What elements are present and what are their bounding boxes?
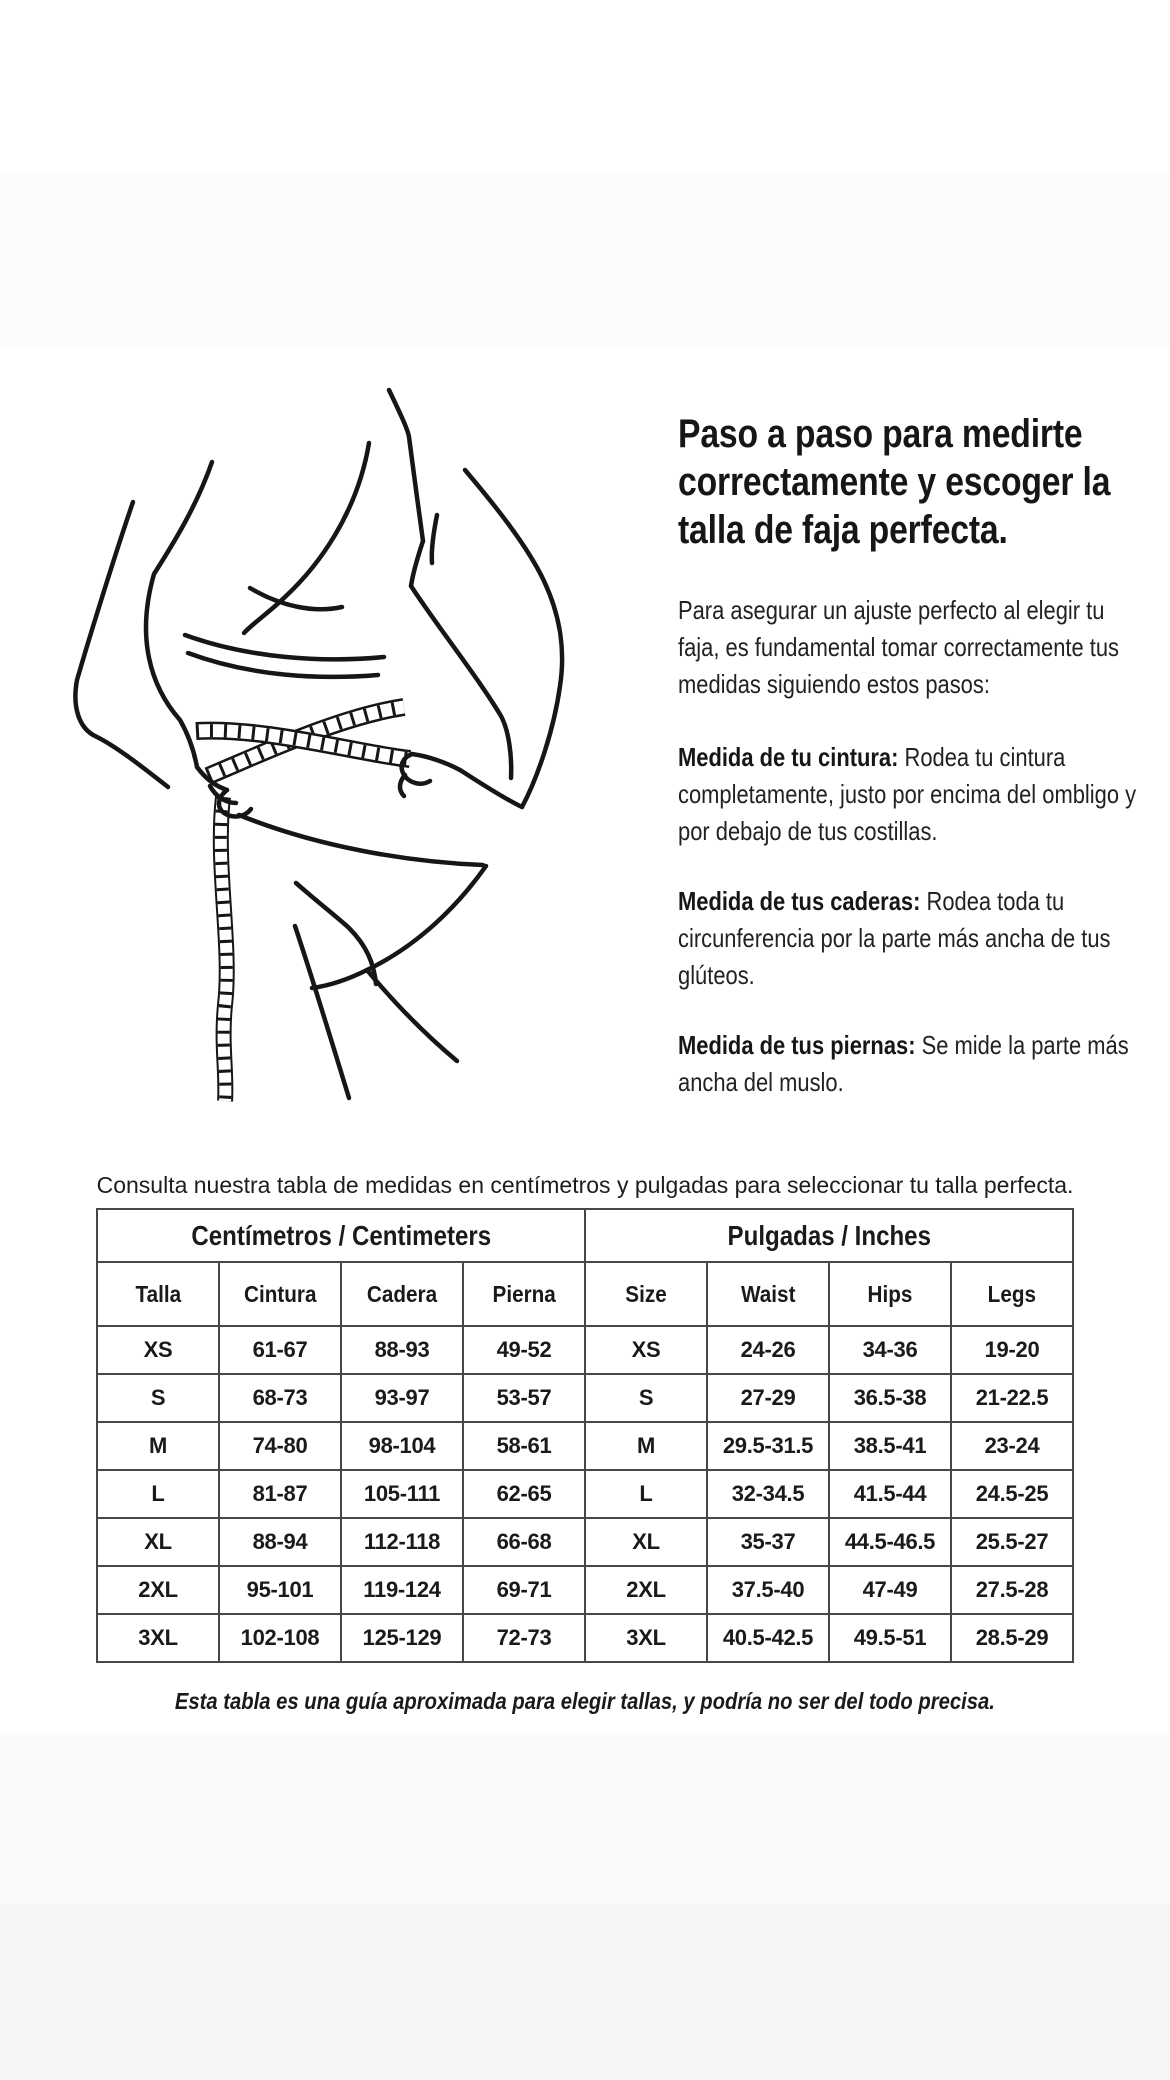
size-cell: 98-104 — [340, 1421, 464, 1471]
measuring-tape — [195, 698, 411, 1102]
size-cell: 102-108 — [218, 1613, 342, 1663]
size-cell: 34-36 — [828, 1325, 952, 1375]
size-cell: 27-29 — [706, 1373, 830, 1423]
size-cell: 24.5-25 — [950, 1469, 1074, 1519]
torso-outline — [73, 387, 565, 1101]
size-cell: 28.5-29 — [950, 1613, 1074, 1663]
step-paragraph-legs: Medida de tus piernas: Se mide la parte … — [678, 1027, 1150, 1101]
table-row: S 68-73 93-97 53-57 S 27-29 36.5-38 21-22.5 — [96, 1373, 1074, 1423]
size-cell: 24-26 — [706, 1325, 830, 1375]
size-cell: XL — [96, 1517, 220, 1567]
size-cell: 88-94 — [218, 1517, 342, 1567]
column-header-pierna: Pierna — [462, 1261, 586, 1327]
table-row: 2XL 95-101 119-124 69-71 2XL 37.5-40 47-49 27.5… — [96, 1565, 1074, 1615]
bottom-gray-band-upper — [0, 1733, 1170, 1903]
size-cell: 27.5-28 — [950, 1565, 1074, 1615]
group-header-inches: Pulgadas / Inches — [584, 1208, 1074, 1263]
table-row: XS 61-67 88-93 49-52 XS 24-26 34-36 19-20 — [96, 1325, 1074, 1375]
size-cell: 37.5-40 — [706, 1565, 830, 1615]
size-cell: 29.5-31.5 — [706, 1421, 830, 1471]
size-chart-table: Centímetros / Centimeters Pulgadas / Inc… — [96, 1208, 1074, 1663]
size-cell: XL — [584, 1517, 708, 1567]
table-row: 3XL 102-108 125-129 72-73 3XL 40.5-42.5 49.5-5… — [96, 1613, 1074, 1663]
size-cell: 23-24 — [950, 1421, 1074, 1471]
size-cell: 35-37 — [706, 1517, 830, 1567]
step-text: Se mide la parte más ancha del muslo. — [678, 1030, 1129, 1097]
table-intro-text: Consulta nuestra tabla de medidas en cen… — [96, 1172, 1074, 1198]
column-header-size: Size — [584, 1261, 708, 1327]
size-cell: 32-34.5 — [706, 1469, 830, 1519]
top-gray-band — [0, 172, 1170, 348]
size-cell: 112-118 — [340, 1517, 464, 1567]
step-paragraph-hips: Medida de tus caderas: Rodea toda tu cir… — [678, 883, 1150, 994]
size-cell: M — [584, 1421, 708, 1471]
size-cell: S — [584, 1373, 708, 1423]
size-cell: 72-73 — [462, 1613, 586, 1663]
size-table-body: XS 61-67 88-93 49-52 XS 24-26 34-36 19-20 S 68-73… — [96, 1325, 1074, 1663]
size-cell: 36.5-38 — [828, 1373, 952, 1423]
size-cell: 49-52 — [462, 1325, 586, 1375]
size-cell: 3XL — [584, 1613, 708, 1663]
size-cell: 41.5-44 — [828, 1469, 952, 1519]
size-cell: 95-101 — [218, 1565, 342, 1615]
size-cell: 69-71 — [462, 1565, 586, 1615]
size-cell: L — [584, 1469, 708, 1519]
size-note-text: Esta tabla es una guía aproximada para e… — [174, 1688, 995, 1714]
step-text: Rodea toda tu circunferencia por la part… — [678, 886, 1111, 990]
size-cell: XS — [96, 1325, 220, 1375]
step-label: Medida de tus piernas: — [678, 1030, 916, 1060]
column-header-cadera: Cadera — [340, 1261, 464, 1327]
instructions-column: Paso a paso para medirte correctamente y… — [678, 410, 1150, 1101]
size-cell: 40.5-42.5 — [706, 1613, 830, 1663]
woman-measuring-waist-illustration — [73, 387, 565, 1102]
size-cell: 61-67 — [218, 1325, 342, 1375]
group-header-row: Centímetros / Centimeters Pulgadas / Inc… — [96, 1208, 1074, 1263]
size-cell: 21-22.5 — [950, 1373, 1074, 1423]
size-cell: 53-57 — [462, 1373, 586, 1423]
size-cell: L — [96, 1469, 220, 1519]
size-cell: 74-80 — [218, 1421, 342, 1471]
size-cell: 68-73 — [218, 1373, 342, 1423]
page-title: Paso a paso para medirte correctamente y… — [678, 412, 1111, 552]
size-cell: 93-97 — [340, 1373, 464, 1423]
bottom-gray-band-lower — [0, 1903, 1170, 2080]
column-header-talla: Talla — [96, 1261, 220, 1327]
size-cell: 58-61 — [462, 1421, 586, 1471]
step-text: Rodea tu cintura completamente, justo po… — [678, 742, 1137, 846]
column-header-row: Talla Cintura Cadera Pierna Size Waist H… — [96, 1261, 1074, 1327]
size-cell: 88-93 — [340, 1325, 464, 1375]
size-cell: 2XL — [584, 1565, 708, 1615]
size-cell: 119-124 — [340, 1565, 464, 1615]
size-cell: 3XL — [96, 1613, 220, 1663]
size-cell: XS — [584, 1325, 708, 1375]
size-cell: 62-65 — [462, 1469, 586, 1519]
size-cell: 25.5-27 — [950, 1517, 1074, 1567]
size-cell: M — [96, 1421, 220, 1471]
size-cell: 49.5-51 — [828, 1613, 952, 1663]
size-cell: 38.5-41 — [828, 1421, 952, 1471]
group-header-centimeters: Centímetros / Centimeters — [96, 1208, 586, 1263]
table-row: M 74-80 98-104 58-61 M 29.5-31.5 38.5-41 23-24 — [96, 1421, 1074, 1471]
size-cell: 2XL — [96, 1565, 220, 1615]
column-header-cintura: Cintura — [218, 1261, 342, 1327]
step-label: Medida de tu cintura: — [678, 742, 899, 772]
table-row: L 81-87 105-111 62-65 L 32-34.5 41.5-44 24.5-25 — [96, 1469, 1074, 1519]
step-label: Medida de tus caderas: — [678, 886, 921, 916]
size-cell: 19-20 — [950, 1325, 1074, 1375]
intro-paragraph: Para asegurar un ajuste perfecto al eleg… — [678, 595, 1120, 699]
table-row: XL 88-94 112-118 66-68 XL 35-37 44.5-46.5 25.5-… — [96, 1517, 1074, 1567]
size-cell: 125-129 — [340, 1613, 464, 1663]
size-cell: 105-111 — [340, 1469, 464, 1519]
column-header-legs: Legs — [950, 1261, 1074, 1327]
step-paragraph-waist: Medida de tu cintura: Rodea tu cintura c… — [678, 739, 1150, 850]
size-cell: 47-49 — [828, 1565, 952, 1615]
size-cell: 66-68 — [462, 1517, 586, 1567]
size-cell: S — [96, 1373, 220, 1423]
column-header-hips: Hips — [828, 1261, 952, 1327]
size-cell: 81-87 — [218, 1469, 342, 1519]
hands — [194, 751, 463, 819]
size-cell: 44.5-46.5 — [828, 1517, 952, 1567]
column-header-waist: Waist — [706, 1261, 830, 1327]
